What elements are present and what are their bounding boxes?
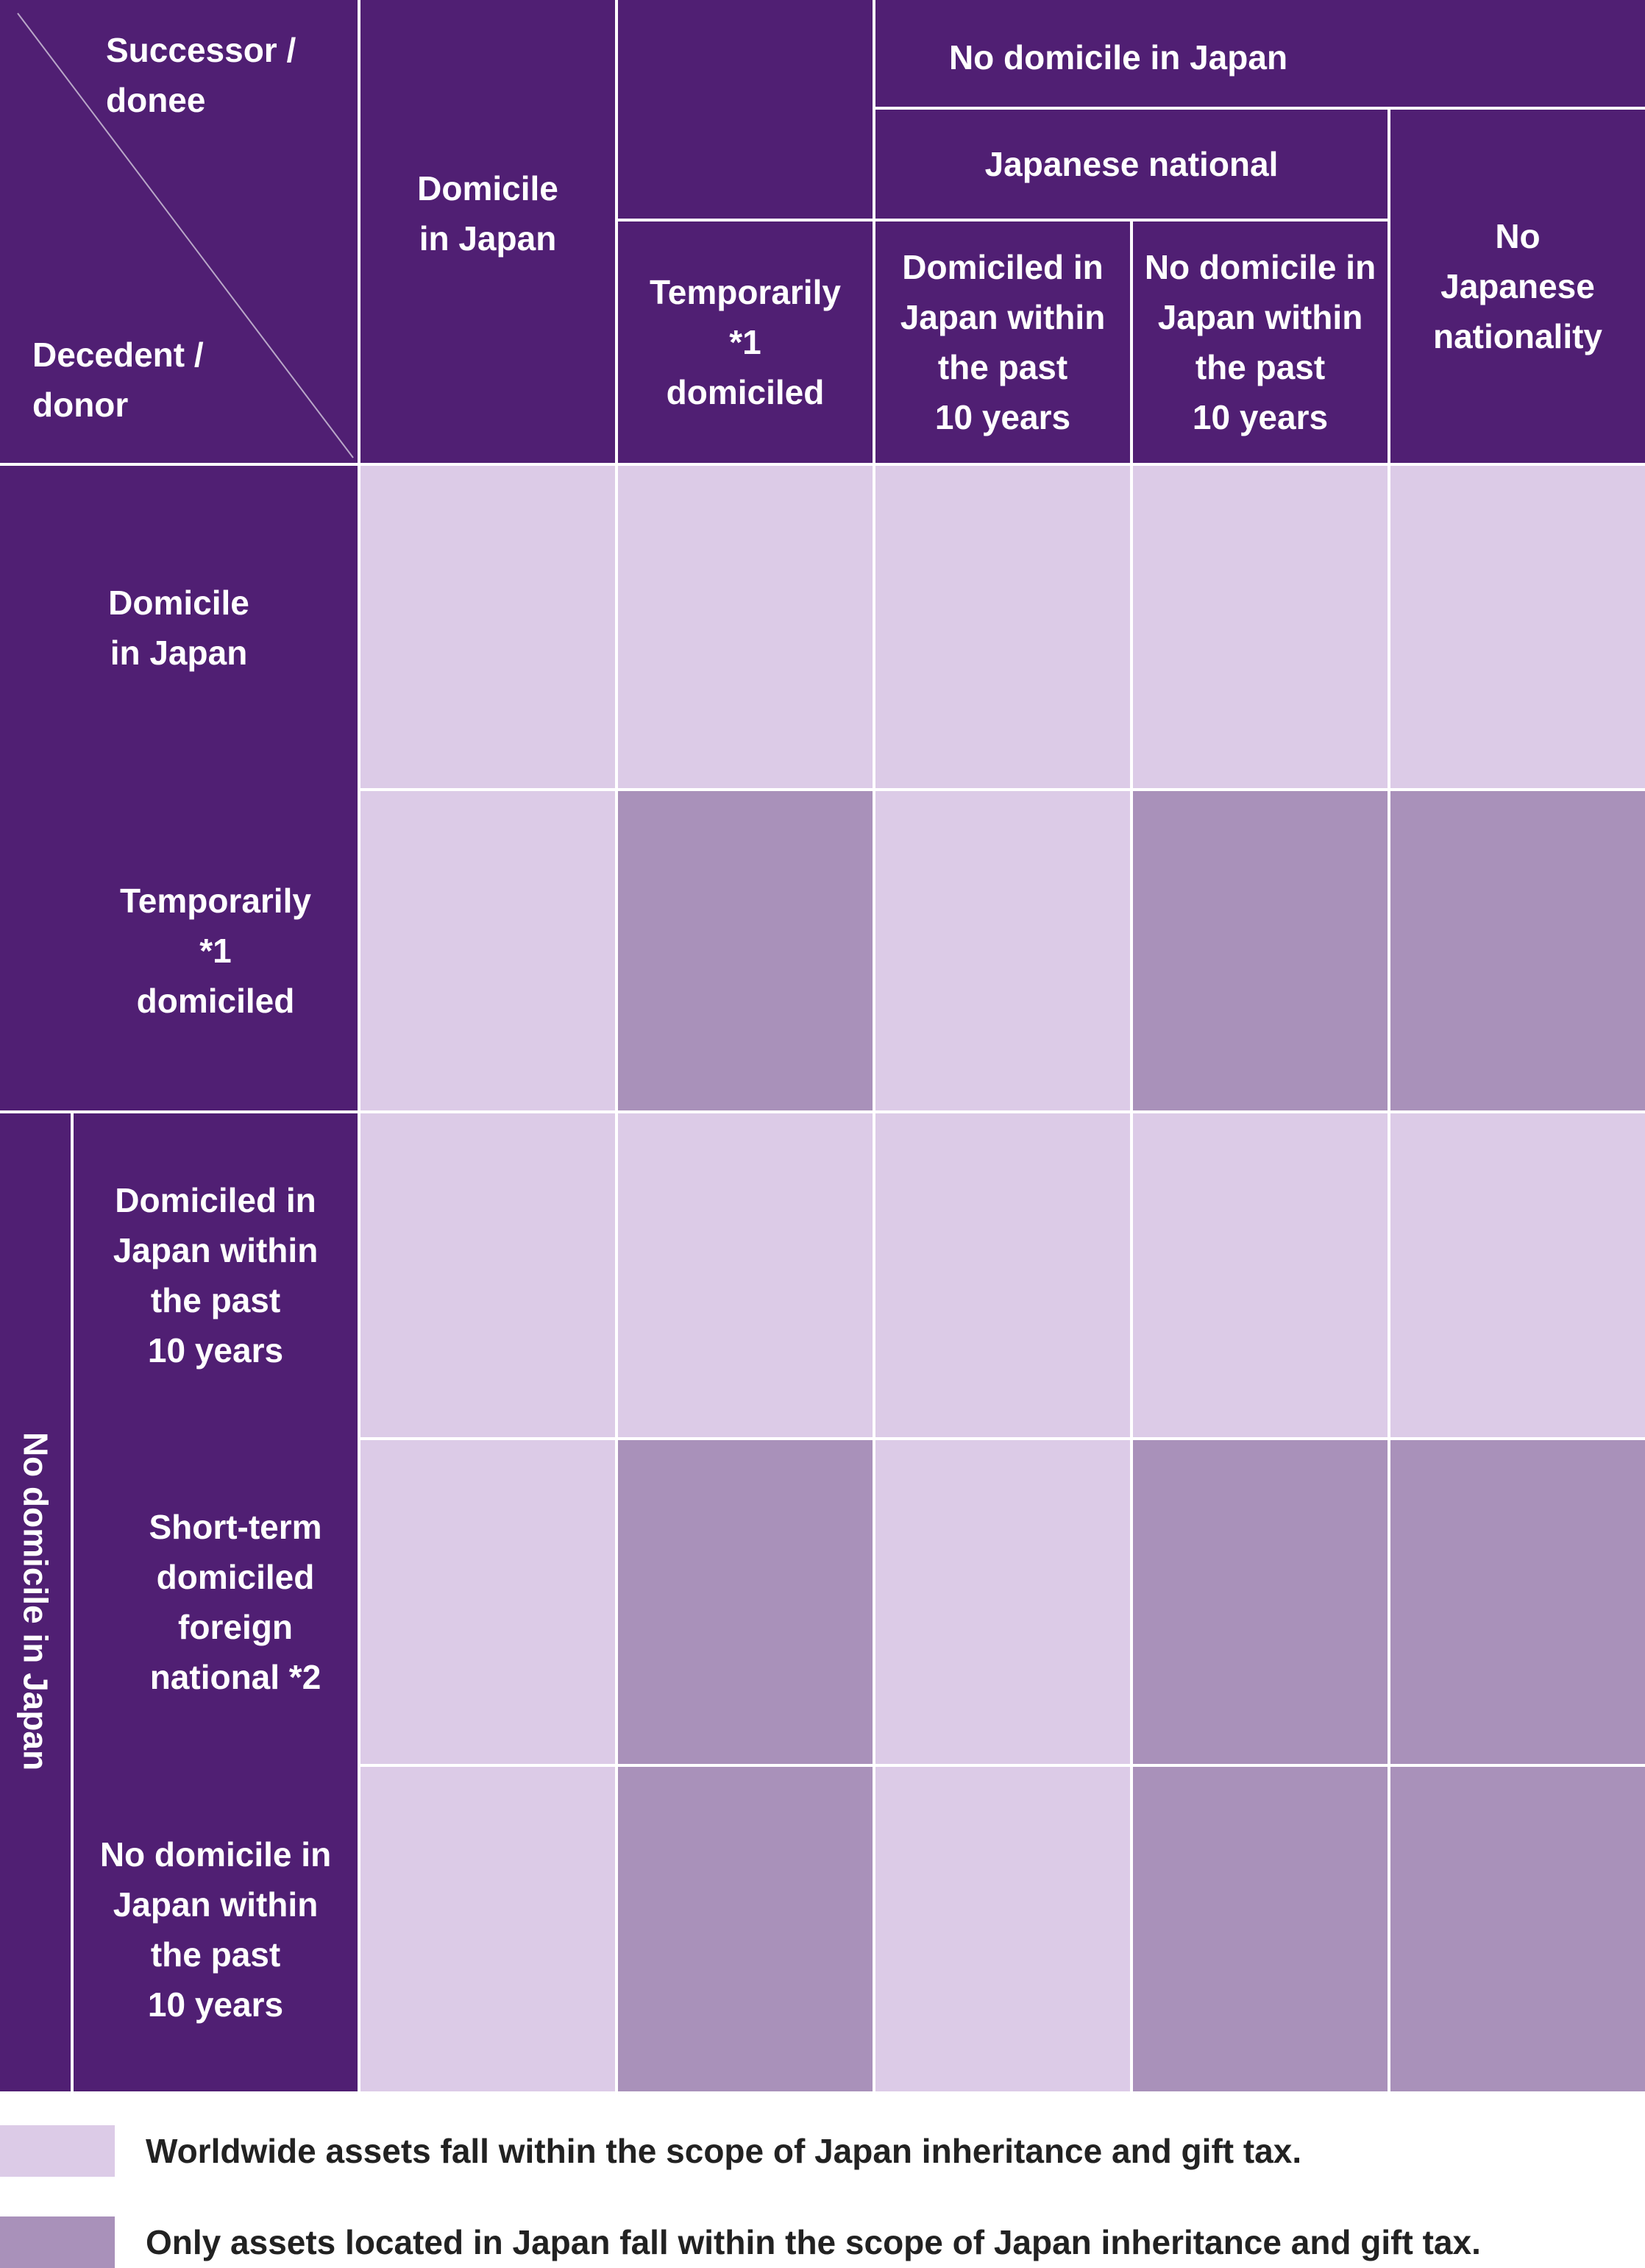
grid-cell (360, 791, 615, 1110)
col-header-no-nationality-text: No Japanese nationality (1432, 217, 1603, 355)
legend-swatch-japan-only (0, 2216, 115, 2268)
grid-cell (875, 791, 1130, 1110)
row-header-domicile-text: Domicile in Japan (108, 584, 249, 672)
row-header-domiciled-within-10-text: Domiciled in Japan within the past 10 ye… (113, 1181, 319, 1369)
grid-cell (618, 1113, 873, 1437)
row-header-no-domicile-within-10 (74, 1767, 358, 2091)
grid-cell (618, 1767, 873, 2091)
grid-cell (875, 466, 1130, 788)
col-header-domicile (360, 0, 615, 463)
grid-cell (1133, 1113, 1388, 1437)
grid-cell (1390, 1113, 1645, 1437)
col-header-temporarily-text: Temporarily *1 domiciled (650, 273, 841, 411)
row-header-temporarily (74, 791, 358, 1110)
grid-cell (1133, 1767, 1388, 2091)
col-header-no-domicile-within-10 (1133, 222, 1388, 463)
grid-cell (1390, 1440, 1645, 1764)
col-header-domicile-text: Domicile in Japan (417, 169, 558, 258)
legend-swatch-worldwide (0, 2125, 115, 2177)
row-header-short-term-foreign-text: Short-term domiciled foreign national *2 (149, 1508, 322, 1696)
grid-cell (875, 1440, 1130, 1764)
grid-cell (1133, 466, 1388, 788)
grid-cell (1133, 791, 1388, 1110)
grid-cell (618, 466, 873, 788)
col-header-domiciled-within-10-text: Domiciled in Japan within the past 10 ye… (900, 248, 1106, 436)
grid-cell (360, 1767, 615, 2091)
row-header-no-domicile-group (0, 1113, 71, 2091)
col-header-no-domicile-within-10-text: No domicile in Japan within the past 10 … (1144, 248, 1376, 436)
grid-cell (360, 1113, 615, 1437)
grid-cell (1390, 466, 1645, 788)
grid-cell (1133, 1440, 1388, 1764)
col-header-no-domicile-text: No domicile in Japan (948, 38, 1288, 77)
row-header-short-term-foreign (113, 1440, 358, 1764)
row-header-no-domicile-within-10-text: No domicile in Japan within the past 10 … (99, 1835, 332, 2024)
col-header-no-nationality (1390, 110, 1645, 463)
header-decedent-donor: Decedent / donor (32, 336, 204, 424)
col-header-temporarily (618, 222, 873, 463)
col-header-japanese-national (875, 110, 1388, 219)
grid-cell (875, 1113, 1130, 1437)
grid-cell (1390, 1767, 1645, 2091)
tax-scope-table: Successor / donee Decedent / donor Domic… (0, 0, 1645, 2091)
header-successor-donee: Successor / donee (106, 31, 296, 119)
grid-cell (360, 1440, 615, 1764)
grid-cell (360, 466, 615, 788)
grid-cell (1390, 791, 1645, 1110)
row-header-temporarily-text: Temporarily *1 domiciled (120, 882, 311, 1020)
row-header-no-domicile-group-text: No domicile in Japan (16, 1431, 55, 1771)
legend-text-japan-only: Only assets located in Japan fall within… (146, 2223, 1481, 2261)
col-header-spacer (618, 0, 873, 219)
grid-cell (875, 1767, 1130, 2091)
col-header-domiciled-within-10 (875, 222, 1130, 463)
legend-text-worldwide: Worldwide assets fall within the scope o… (146, 2132, 1302, 2170)
col-header-japanese-national-text: Japanese national (984, 145, 1279, 183)
grid-cell (618, 791, 873, 1110)
header-corner-diagonal (17, 13, 354, 458)
grid-cell (618, 1440, 873, 1764)
col-header-no-domicile (875, 0, 1645, 107)
